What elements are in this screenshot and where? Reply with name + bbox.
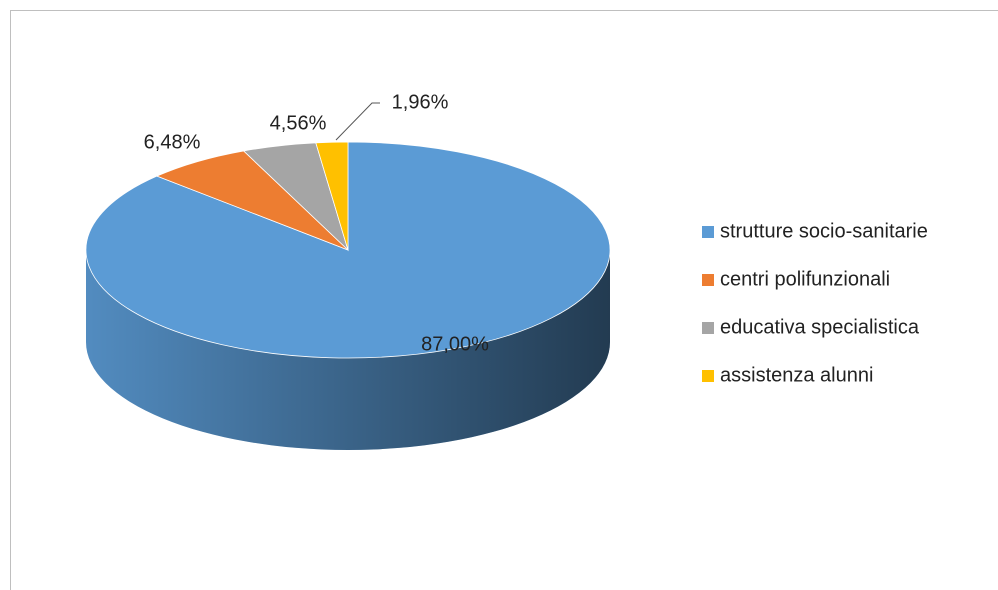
chart-border (10, 10, 998, 590)
legend-label: educativa specialistica (720, 316, 920, 338)
data-label: 4,56% (270, 112, 327, 134)
legend-label: centri polifunzionali (720, 268, 890, 290)
data-label: 6,48% (144, 131, 201, 153)
pie-slice (85, 141, 611, 359)
legend-label: strutture socio-sanitarie (720, 220, 928, 242)
leader-line (335, 102, 380, 141)
data-label: 1,96% (392, 91, 449, 113)
legend-swatch (702, 274, 714, 286)
legend-label: assistenza alunni (720, 364, 873, 386)
legend-swatch (702, 322, 714, 334)
legend-swatch (702, 370, 714, 382)
legend-swatch (702, 226, 714, 238)
pie-side-shade (86, 250, 610, 450)
pie-slice (315, 141, 349, 251)
data-label: 87,00% (421, 333, 489, 355)
